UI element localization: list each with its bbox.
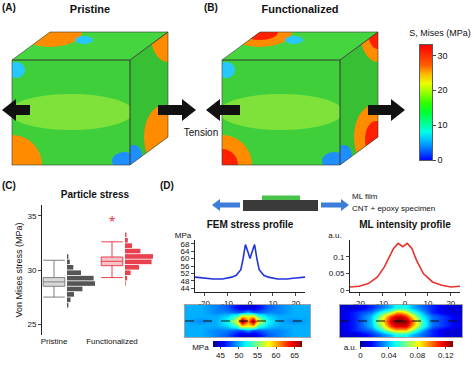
svg-text:30: 30 [438,51,448,61]
svg-text:Functionalized: Functionalized [262,3,339,15]
svg-text:0.1: 0.1 [333,253,345,262]
svg-text:a.u.: a.u. [328,231,341,240]
svg-text:ML intensity profile: ML intensity profile [359,219,451,230]
svg-text:20: 20 [438,85,448,95]
svg-text:65: 65 [290,351,299,360]
svg-text:0: 0 [248,299,253,308]
svg-text:0.04: 0.04 [381,351,397,360]
svg-text:(D): (D) [160,180,174,191]
svg-text:Von Mises stress (MPa): Von Mises stress (MPa) [14,222,24,317]
svg-text:20: 20 [291,299,300,308]
svg-text:10: 10 [423,299,432,308]
svg-text:68: 68 [180,240,189,249]
svg-text:Pristine: Pristine [70,3,110,15]
svg-text:50: 50 [235,351,244,360]
svg-text:0: 0 [403,299,408,308]
svg-text:-20: -20 [353,299,365,308]
svg-text:Functionalized: Functionalized [86,337,138,346]
svg-text:0: 0 [438,155,443,165]
svg-text:60: 60 [272,351,281,360]
svg-text:52: 52 [180,269,189,278]
svg-text:0.12: 0.12 [438,351,454,360]
svg-text:0: 0 [358,351,363,360]
svg-text:Tension: Tension [184,127,218,138]
svg-text:(C): (C) [2,180,16,191]
svg-text:0.08: 0.08 [410,351,426,360]
svg-text:55: 55 [253,351,262,360]
svg-text:25: 25 [27,320,36,329]
svg-text:-10: -10 [376,299,388,308]
svg-text:10: 10 [268,299,277,308]
svg-text:Pristine: Pristine [41,337,68,346]
svg-text:(A): (A) [2,2,16,13]
svg-text:-20: -20 [198,299,210,308]
svg-text:(B): (B) [204,2,218,13]
svg-text:MPa: MPa [192,343,209,352]
svg-text:MPa: MPa [175,231,192,240]
svg-text:60: 60 [180,254,189,263]
svg-text:*: * [109,214,115,231]
svg-text:10: 10 [438,120,448,130]
svg-text:35: 35 [27,212,36,221]
svg-text:FEM stress profile: FEM stress profile [207,219,294,230]
svg-text:0: 0 [340,286,345,295]
svg-text:48: 48 [180,277,189,286]
svg-text:56: 56 [180,262,189,271]
svg-text:S, Mises (MPa): S, Mises (MPa) [409,28,471,38]
svg-text:20: 20 [446,299,455,308]
svg-text:Particle stress: Particle stress [61,189,130,200]
svg-text:64: 64 [180,247,189,256]
svg-text:45: 45 [216,351,225,360]
svg-text:0.05: 0.05 [329,269,345,278]
svg-text:a.u.: a.u. [344,343,357,352]
svg-text:-10: -10 [221,299,233,308]
svg-text:30: 30 [27,266,36,275]
svg-text:CNT + epoxy specimen: CNT + epoxy specimen [352,204,435,213]
svg-text:ML film: ML film [352,192,378,201]
svg-text:44: 44 [180,284,189,293]
